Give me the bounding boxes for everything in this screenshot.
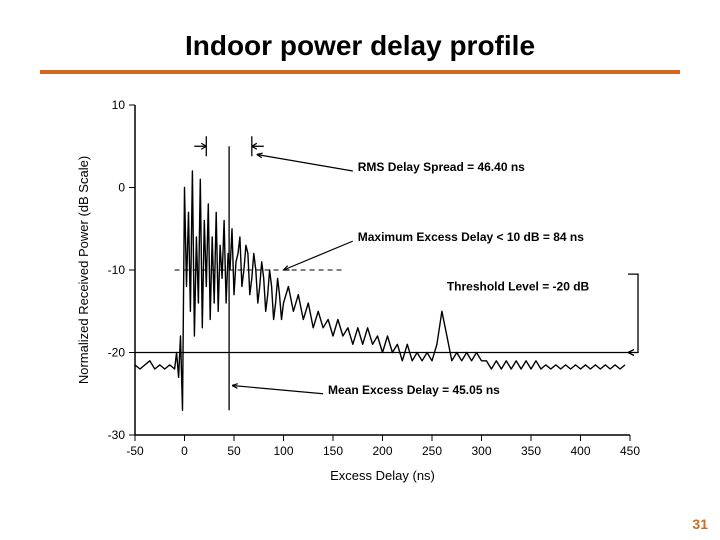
svg-text:450: 450 [620,444,640,458]
svg-text:-10: -10 [108,263,126,277]
power-delay-chart: -50050100150200250300350400450 -30-20-10… [70,90,650,490]
title-underline [40,70,680,74]
svg-text:300: 300 [471,444,491,458]
svg-text:Maximum Excess Delay < 10 dB =: Maximum Excess Delay < 10 dB = 84 ns [358,230,584,244]
svg-text:400: 400 [570,444,590,458]
svg-text:250: 250 [422,444,442,458]
svg-text:-50: -50 [126,444,144,458]
svg-text:Excess Delay (ns): Excess Delay (ns) [330,468,435,483]
svg-text:-30: -30 [108,428,126,442]
svg-text:Threshold Level = -20 dB: Threshold Level = -20 dB [447,280,590,294]
svg-text:Mean Excess Delay = 45.05 ns: Mean Excess Delay = 45.05 ns [328,383,500,397]
svg-text:200: 200 [372,444,392,458]
slide-title: Indoor power delay profile [0,30,720,62]
svg-text:50: 50 [227,444,241,458]
svg-text:-20: -20 [108,346,126,360]
svg-text:100: 100 [273,444,293,458]
svg-text:10: 10 [112,98,126,112]
svg-text:RMS Delay Spread = 46.40 ns: RMS Delay Spread = 46.40 ns [358,160,525,174]
svg-text:Normalized Received Power (dB: Normalized Received Power (dB Scale) [76,156,91,384]
svg-text:0: 0 [181,444,188,458]
svg-text:0: 0 [118,181,125,195]
page-number: 31 [692,516,708,532]
svg-text:350: 350 [521,444,541,458]
svg-text:150: 150 [323,444,343,458]
